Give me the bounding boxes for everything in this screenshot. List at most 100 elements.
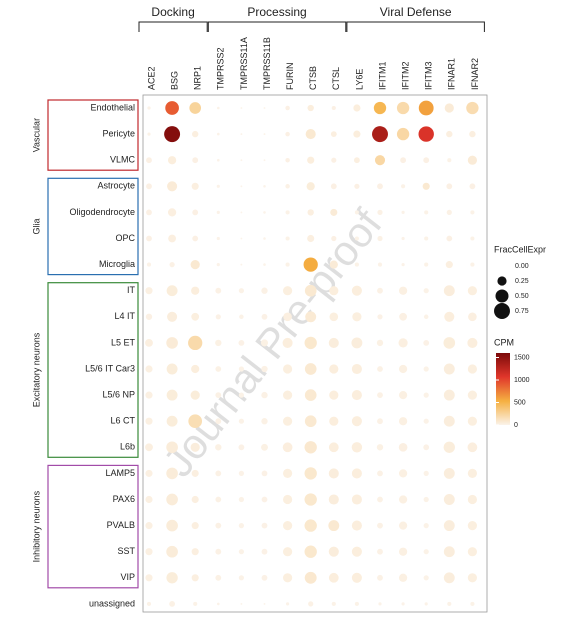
dot — [423, 392, 429, 398]
dot — [467, 364, 477, 374]
dot — [423, 288, 429, 294]
dot — [354, 262, 359, 267]
dot — [401, 184, 406, 189]
cell-type-label: Pericyte — [102, 128, 135, 138]
dot — [304, 545, 317, 558]
dot — [285, 157, 290, 163]
gene-label: TMPRSS11B — [262, 37, 272, 90]
dot — [283, 468, 293, 478]
size-legend-title: FracCellExpr — [494, 244, 546, 254]
dot — [145, 287, 153, 295]
dot — [215, 522, 222, 529]
dot — [190, 260, 200, 270]
cell-type-label: L6b — [120, 442, 135, 452]
dot — [261, 574, 268, 581]
dot — [377, 548, 383, 555]
dot — [467, 442, 478, 453]
dot — [261, 418, 268, 425]
dot — [166, 389, 178, 401]
row-group-box — [47, 282, 139, 458]
dot — [166, 285, 178, 297]
dot — [423, 496, 429, 503]
dot — [282, 442, 293, 453]
gene-label: CTSL — [331, 67, 341, 90]
dot — [329, 416, 339, 426]
dot — [331, 105, 336, 111]
dot — [401, 602, 405, 606]
dot — [377, 262, 383, 267]
dot — [467, 286, 477, 296]
dot — [215, 496, 222, 503]
dot — [354, 210, 359, 215]
colorbar-label: 500 — [514, 399, 526, 406]
dot — [240, 237, 243, 240]
dot — [166, 337, 178, 349]
dot — [329, 364, 339, 374]
dot — [467, 337, 478, 348]
dot — [166, 363, 178, 375]
dot — [191, 286, 200, 295]
dot — [307, 234, 315, 243]
dot — [423, 575, 429, 581]
dot — [215, 470, 222, 477]
dot — [304, 389, 317, 401]
dot — [285, 184, 290, 189]
dot — [443, 363, 455, 375]
row-group-label: Excitatory neurons — [31, 332, 41, 407]
dot — [446, 209, 452, 216]
dot — [467, 573, 477, 583]
gene-group-label: Docking — [151, 5, 194, 19]
dot — [167, 181, 178, 192]
dot — [376, 444, 384, 451]
dot — [466, 101, 479, 115]
dot — [263, 184, 266, 188]
size-legend-label: 0.75 — [515, 308, 529, 315]
dot — [304, 415, 317, 428]
dot — [377, 496, 383, 503]
dot — [169, 600, 176, 607]
gene-label: LY6E — [354, 69, 364, 90]
dot — [261, 287, 268, 294]
dot — [263, 159, 266, 162]
dot — [306, 182, 315, 191]
dot — [215, 574, 222, 581]
dot — [398, 286, 408, 295]
dot — [238, 418, 245, 424]
dot — [261, 313, 268, 320]
dot — [330, 183, 337, 190]
dot — [191, 312, 200, 321]
dot — [190, 390, 200, 400]
dot — [377, 418, 383, 425]
size-legend-dot — [495, 289, 509, 303]
gene-label: TMPRSS2 — [216, 47, 226, 90]
dot — [377, 287, 383, 294]
dot — [351, 442, 363, 453]
dot — [240, 185, 243, 188]
dot — [145, 365, 153, 373]
gene-group-bracket — [346, 21, 485, 32]
dot — [400, 157, 407, 164]
dot — [263, 237, 266, 240]
dot — [166, 519, 178, 532]
dot — [166, 415, 178, 427]
dot — [285, 236, 290, 241]
cell-type-label: VIP — [120, 572, 135, 582]
dot — [145, 522, 153, 530]
cell-type-label: L4 IT — [114, 311, 135, 321]
dot — [328, 572, 339, 583]
dot — [424, 210, 429, 215]
dot — [261, 470, 268, 477]
dot — [263, 107, 266, 109]
dot — [216, 236, 220, 241]
dot — [469, 183, 476, 190]
dot — [216, 106, 220, 110]
dot — [398, 390, 408, 400]
dot — [238, 444, 245, 451]
dot — [261, 391, 268, 399]
dot — [238, 549, 245, 555]
dot — [146, 209, 152, 216]
dot — [470, 262, 475, 267]
dot — [166, 441, 178, 454]
dot — [398, 442, 408, 452]
